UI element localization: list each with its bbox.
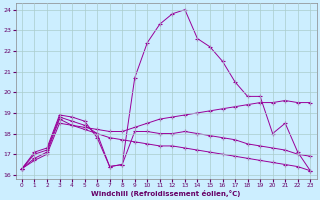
X-axis label: Windchill (Refroidissement éolien,°C): Windchill (Refroidissement éolien,°C) [92,190,241,197]
